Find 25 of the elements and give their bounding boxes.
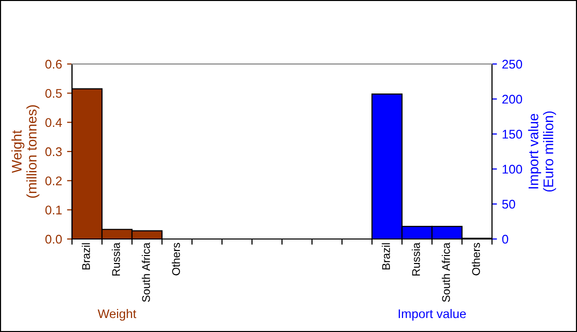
- y-tick-label: 0.5: [45, 88, 62, 98]
- y-tick-label: 0.4: [45, 118, 62, 127]
- y2-tick-label: 0: [502, 234, 508, 244]
- y2-tick-label: 150: [502, 130, 522, 139]
- y2-tick-label: 250: [502, 60, 522, 69]
- y-tick-label: 0.1: [45, 206, 62, 214]
- x-tick-label: Russia: [112, 242, 120, 276]
- y-tick-label: 0.6: [45, 60, 62, 69]
- x-tick-label: Brazil: [82, 243, 90, 270]
- x-tick-label: Russia: [412, 242, 420, 276]
- y2-tick-label: 200: [502, 94, 522, 104]
- text: Weight: [98, 309, 136, 321]
- x-tick-label: Brazil: [382, 243, 390, 270]
- y2-tick-label: 50: [502, 200, 516, 209]
- y2-tick-label: 100: [502, 164, 522, 174]
- x-tick-label: Others: [172, 242, 180, 276]
- y2-axis-title: Import value (Euro million): [528, 111, 556, 192]
- y-tick-label: 0.0: [45, 234, 62, 244]
- y-axis-title: Weight (million tonnes): [11, 105, 40, 198]
- text: Import value: [398, 309, 466, 321]
- x-tick-label: Others: [472, 242, 480, 276]
- y-tick-label: 0.3: [45, 147, 62, 156]
- x-tick-label: South Africa: [142, 242, 150, 302]
- x-tick-label: South Africa: [442, 242, 450, 302]
- y-tick-label: 0.2: [45, 176, 62, 186]
